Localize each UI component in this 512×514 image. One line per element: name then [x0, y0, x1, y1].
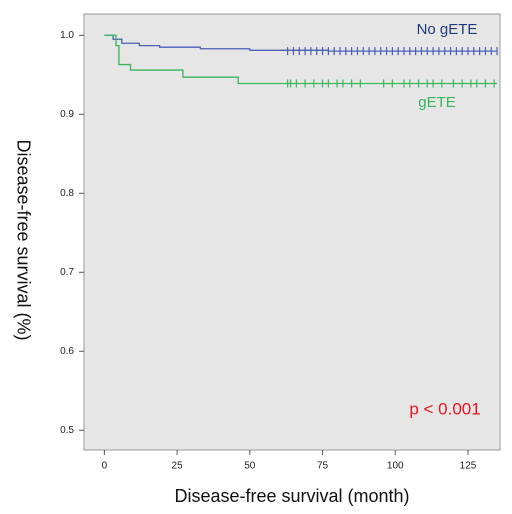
plot-area — [83, 13, 501, 451]
y-tick-label: 0.8 — [60, 188, 74, 199]
y-tick-label: 0.9 — [60, 109, 74, 120]
legend-label: No gETE — [417, 21, 478, 38]
y-tick-label: 0.6 — [60, 346, 74, 357]
survival-curve — [104, 34, 498, 85]
y-tick-label: 0.5 — [60, 425, 74, 436]
y-axis-title: Disease-free survival (%) — [13, 139, 33, 340]
x-tick-label: 50 — [244, 461, 256, 472]
p-value: p < 0.001 — [409, 399, 480, 418]
x-tick-label: 0 — [102, 461, 108, 472]
x-tick-label: 25 — [172, 461, 184, 472]
legend-label: gETE — [418, 94, 456, 111]
x-tick-label: 100 — [387, 461, 404, 472]
y-tick-label: 0.7 — [60, 267, 74, 278]
x-tick-label: 75 — [317, 461, 329, 472]
survival-curve — [104, 34, 498, 52]
y-tick-label: 1.0 — [60, 30, 74, 41]
x-axis-title: Disease-free survival (month) — [174, 486, 409, 506]
x-tick-label: 125 — [460, 461, 477, 472]
